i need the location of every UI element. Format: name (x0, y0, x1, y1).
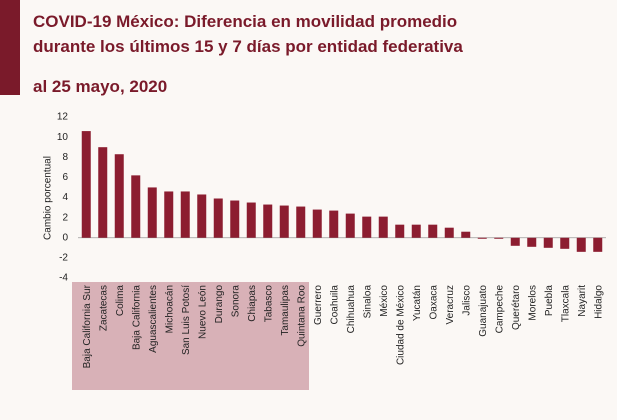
bar (329, 210, 339, 238)
bar (164, 191, 174, 238)
x-tick-label: Yucatán (412, 285, 423, 321)
x-tick-label: Puebla (544, 285, 555, 317)
x-tick-label: Veracruz (445, 285, 456, 324)
x-tick-label: Ciudad de México (395, 285, 406, 365)
x-tick-label: San Luis Potosí (181, 285, 192, 355)
date-label: al 25 mayo, 2020 (33, 77, 167, 96)
bar (197, 194, 207, 238)
bar (147, 187, 157, 238)
bar (362, 216, 372, 238)
bar (461, 231, 471, 238)
y-tick-label: 10 (57, 132, 69, 143)
x-tick-label: Campeche (494, 285, 505, 334)
bar (246, 202, 256, 238)
x-tick-label: Baja California (131, 285, 142, 350)
x-tick-label: Chihuahua (346, 285, 357, 334)
bar (180, 191, 190, 238)
x-tick-label: Quintana Roo (296, 285, 307, 347)
bar (593, 237, 603, 252)
x-tick-label: Tamaulipas (280, 285, 291, 336)
x-tick-label: Nuevo León (197, 285, 208, 339)
chart-title: COVID-19 México: Diferencia en movilidad… (33, 12, 457, 31)
bar (494, 237, 504, 239)
y-tick-label: 12 (57, 112, 69, 123)
bar (131, 175, 141, 238)
bar (576, 237, 586, 252)
bar (510, 237, 520, 246)
y-tick-label: 8 (62, 152, 68, 163)
bar (411, 224, 421, 238)
bar (395, 224, 405, 238)
bar (378, 216, 388, 238)
bar (527, 237, 537, 247)
x-tick-label: Durango (214, 285, 225, 324)
y-tick-label: 4 (62, 192, 68, 203)
x-tick-label: Chiapas (247, 285, 258, 322)
x-tick-label: Coahuila (329, 285, 340, 325)
bar (263, 204, 273, 238)
x-tick-label: Tlaxcala (560, 285, 571, 323)
bar (560, 237, 570, 249)
x-tick-label: México (379, 285, 390, 317)
bar (98, 147, 108, 238)
x-tick-label: Tabasco (263, 285, 274, 323)
x-tick-label: Colima (115, 285, 126, 317)
y-tick-label: 6 (62, 172, 68, 183)
chart-subtitle: durante los últimos 15 y 7 días por enti… (33, 37, 463, 56)
bar (543, 237, 553, 248)
x-tick-label: Nayarit (577, 285, 588, 317)
x-tick-label: Querétaro (511, 285, 522, 330)
bar (81, 131, 91, 238)
x-tick-label: Guanajuato (478, 285, 489, 337)
highlight-box (72, 282, 309, 390)
x-tick-label: Hidalgo (593, 285, 604, 319)
bar (477, 237, 487, 239)
x-tick-label: Guerrero (313, 285, 324, 325)
x-tick-label: Michoacán (164, 285, 175, 333)
x-tick-label: Sonora (230, 285, 241, 318)
x-tick-label: Aguascalientes (148, 285, 159, 353)
x-tick-label: Sinaloa (362, 285, 373, 319)
x-tick-label: Oaxaca (428, 285, 439, 320)
y-tick-label: -2 (59, 253, 68, 264)
bar (444, 227, 454, 238)
bar (279, 205, 289, 238)
bar (230, 200, 240, 238)
bar (345, 213, 355, 238)
bar (213, 198, 223, 238)
bar (312, 209, 322, 238)
bar (114, 154, 124, 238)
x-tick-label: Baja California Sur (82, 284, 93, 368)
x-tick-label: Jalisco (461, 285, 472, 316)
y-tick-label: -4 (59, 273, 68, 284)
x-tick-label: Zacatecas (98, 285, 109, 331)
x-tick-label: Morelos (527, 285, 538, 321)
accent-bar (0, 0, 20, 95)
y-tick-label: 0 (62, 232, 68, 243)
bar (428, 224, 438, 238)
y-tick-label: 2 (62, 212, 68, 223)
y-axis-label: Cambio porcentual (43, 156, 54, 240)
bar (296, 206, 306, 238)
